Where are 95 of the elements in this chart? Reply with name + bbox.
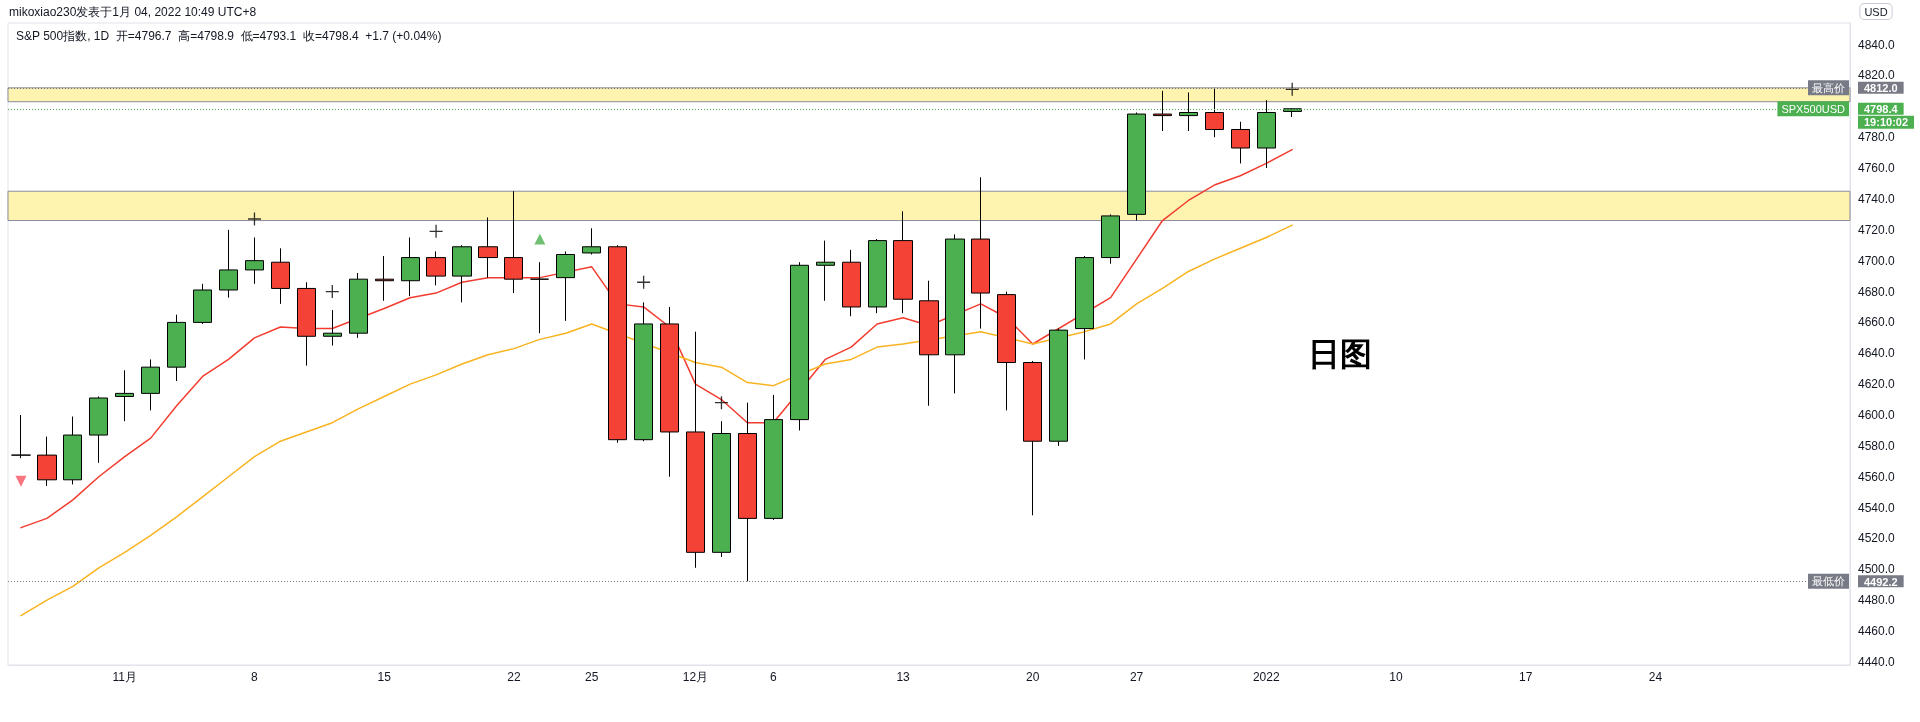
candlestick — [297, 281, 316, 367]
candlestick — [349, 272, 368, 339]
y-tick-label: 4480.0 — [1858, 593, 1896, 608]
x-tick-label: 20 — [1026, 670, 1040, 684]
x-tick-label: 6 — [769, 670, 777, 684]
x-tick-label: 10 — [1389, 670, 1403, 684]
y-tick-label: 4700.0 — [1858, 253, 1896, 268]
y-tick-label: 4640.0 — [1858, 346, 1896, 361]
candlestick — [919, 280, 939, 407]
candlestick — [1101, 213, 1120, 265]
candlestick — [115, 369, 134, 422]
y-tick-label: 4620.0 — [1858, 377, 1896, 392]
x-tick-label: 2022 — [1252, 670, 1280, 684]
y-tick-label: 4600.0 — [1858, 407, 1896, 422]
x-tick-label: 22 — [507, 670, 521, 684]
candlestick — [893, 210, 913, 314]
candlestick — [193, 283, 212, 325]
x-tick-label: 27 — [1129, 670, 1144, 684]
candlestick — [842, 249, 861, 317]
x-tick-label: 17 — [1519, 670, 1533, 684]
y-tick-label: 4680.0 — [1858, 284, 1896, 299]
candlestick — [634, 301, 653, 442]
y-tick-label: 4840.0 — [1858, 37, 1896, 52]
point — [429, 224, 443, 238]
candlestick — [375, 255, 394, 302]
x-tick-label: 15 — [377, 670, 392, 684]
candlestick — [997, 291, 1016, 411]
candlestick — [141, 358, 160, 411]
candlestick — [323, 309, 342, 347]
candlestick — [1231, 121, 1250, 164]
candlestick — [868, 238, 887, 314]
candlestick — [608, 244, 627, 444]
candlestick — [219, 229, 238, 299]
ref-line-label: SPX500USD — [1781, 102, 1846, 115]
y-tick-label: 4500.0 — [1858, 562, 1896, 577]
candlestick — [712, 420, 731, 558]
y-tick-label: 4660.0 — [1858, 315, 1896, 330]
x-tick-label: 11月 — [112, 670, 137, 684]
y-tick-label: 4760.0 — [1858, 161, 1896, 176]
candlestick — [660, 306, 679, 478]
annotation: 日图 — [1308, 336, 1372, 372]
candlestick — [1127, 112, 1146, 222]
candlestick — [504, 190, 523, 294]
ref-line-label: 最高价 — [1812, 81, 1845, 94]
y-tick-label: 4520.0 — [1858, 531, 1896, 546]
candlestick — [556, 250, 575, 322]
candlestick — [1205, 87, 1224, 138]
candlestick — [401, 237, 420, 297]
y-axis-title: USD — [1864, 5, 1888, 18]
candlestick — [478, 216, 498, 279]
candlestick — [790, 261, 809, 431]
candlestick — [816, 240, 835, 302]
candlestick — [271, 247, 290, 305]
candlestick — [1049, 328, 1068, 447]
candlestick — [63, 416, 82, 485]
chart-title: mikoxiao230发表于1月 04, 2022 10:49 UTC+8 — [9, 5, 257, 19]
candlestick — [167, 314, 186, 382]
x-tick-label: 13 — [896, 670, 911, 684]
candlestick — [764, 394, 783, 521]
y-tick-label: 4560.0 — [1858, 469, 1896, 484]
y-tick-label: 4440.0 — [1858, 654, 1896, 669]
x-tick-label: 12月 — [682, 670, 709, 684]
y-tick-label: 4460.0 — [1858, 624, 1896, 639]
candlestick — [426, 250, 446, 286]
text: 19:10:02 — [1864, 116, 1909, 129]
candlestick — [945, 233, 965, 394]
y-tick-label: 4492.2 — [1864, 575, 1898, 588]
y-tick-label: 4580.0 — [1858, 438, 1896, 453]
candlestick — [530, 261, 549, 334]
y-tick-label: 4740.0 — [1858, 191, 1896, 206]
candlestick — [1023, 360, 1042, 516]
y-tick-label: 4798.4 — [1864, 103, 1899, 116]
x-tick-label: 8 — [251, 670, 259, 684]
candlestick — [971, 176, 990, 330]
point — [15, 475, 27, 487]
candlestick — [1153, 90, 1172, 132]
x-tick-label: 24 — [1648, 670, 1663, 684]
line-series — [20, 224, 1293, 617]
candlestick — [11, 414, 31, 459]
candlestick — [245, 237, 264, 285]
y-tick-label: 4812.0 — [1864, 82, 1898, 95]
candlestick — [582, 227, 601, 255]
ref-line-label: 最低价 — [1812, 575, 1845, 588]
y-tick-label: 4780.0 — [1858, 130, 1896, 145]
y-tick-label: 4820.0 — [1858, 68, 1896, 83]
candlestick — [452, 244, 472, 303]
x-tick-label: 25 — [585, 670, 599, 684]
text: S&P 500指数, 1D 开=4796.7 高=4798.9 低=4793.1 收=4798.4 +1.7 (+0.04%) — [16, 29, 442, 43]
point — [247, 212, 261, 226]
candlestick — [1075, 255, 1094, 360]
candlestick — [37, 436, 57, 487]
candlestick — [89, 395, 108, 464]
y-tick-label: 4540.0 — [1858, 500, 1896, 515]
y-tick-label: 4720.0 — [1858, 222, 1896, 237]
point — [534, 233, 546, 245]
